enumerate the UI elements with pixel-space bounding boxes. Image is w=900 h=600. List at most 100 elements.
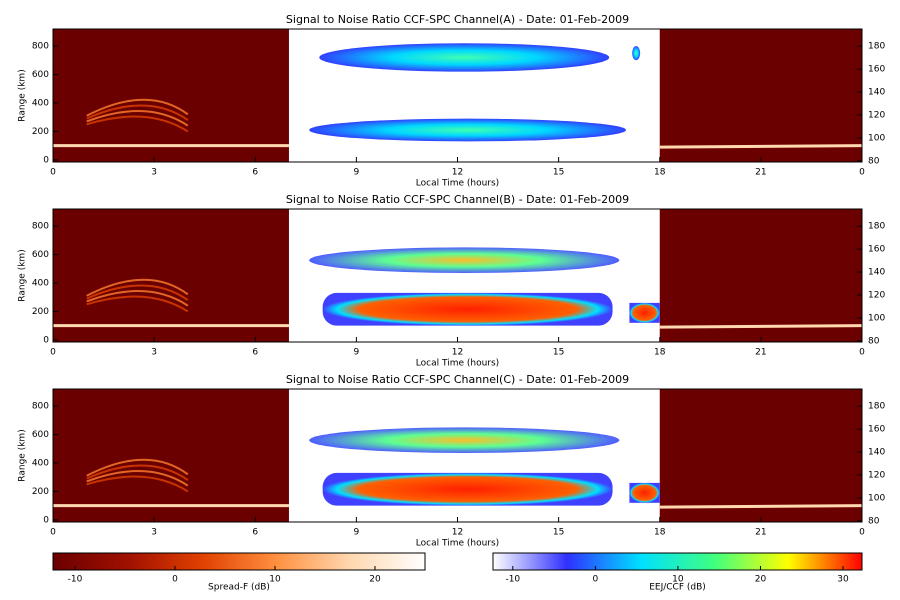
panel-title: Signal to Noise Ratio CCF-SPC Channel(A)… <box>286 13 629 26</box>
x-tick-label: 15 <box>553 168 564 178</box>
x-tick-label: 12 <box>452 168 463 178</box>
x-axis-label: Local Time (hours) <box>416 179 499 189</box>
colorbar-tick-label: -10 <box>68 575 83 585</box>
x-tick-label: 9 <box>354 168 360 178</box>
colorbar-tick-label: 0 <box>172 575 178 585</box>
spread-f-echo <box>86 290 189 307</box>
x-tick-label: 21 <box>755 168 766 178</box>
x-tick-label: 12 <box>452 348 463 358</box>
colorbar-tick-label: 10 <box>672 575 684 585</box>
x-tick-label: 12 <box>452 528 463 538</box>
y2-tick-label: 120 <box>868 110 885 120</box>
echo-region <box>309 247 620 274</box>
spread-f-echo <box>86 475 189 493</box>
x-tick-label: 0 <box>859 168 865 178</box>
colorbar-tick-label: 0 <box>592 575 598 585</box>
spread-f-echo <box>86 110 189 127</box>
y2-tick-label: 120 <box>868 470 885 480</box>
y-axis-label: Range (km) <box>18 69 28 121</box>
echo-streak <box>659 324 863 329</box>
spread-f-echo <box>86 284 189 301</box>
echo-region <box>629 482 660 503</box>
echo-region <box>309 427 620 454</box>
y2-tick-label: 180 <box>868 222 885 232</box>
y-tick-label: 800 <box>32 402 49 412</box>
night-region <box>659 389 862 522</box>
x-axis-label: Local Time (hours) <box>416 539 499 549</box>
y2-tick-label: 140 <box>868 88 885 98</box>
y2-tick-label: 160 <box>868 65 885 75</box>
y2-tick-label: 100 <box>868 493 885 503</box>
y2-tick-label: 80 <box>868 156 880 166</box>
panel-title: Signal to Noise Ratio CCF-SPC Channel(B)… <box>286 193 629 206</box>
panel: Signal to Noise Ratio CCF-SPC Channel(A)… <box>18 13 886 189</box>
x-tick-label: 3 <box>151 348 157 358</box>
x-tick-label: 18 <box>654 528 666 538</box>
echo-region <box>322 472 613 506</box>
y-tick-label: 0 <box>43 335 49 345</box>
x-tick-label: 0 <box>50 168 56 178</box>
y2-tick-label: 80 <box>868 516 880 526</box>
colorbar-label: EEJ/CCF (dB) <box>649 583 706 593</box>
y2-tick-label: 160 <box>868 425 885 435</box>
x-tick-label: 18 <box>654 348 666 358</box>
spread-f-echo <box>86 115 189 133</box>
x-tick-label: 3 <box>151 528 157 538</box>
y2-tick-label: 180 <box>868 42 885 52</box>
y-axis-label: Range (km) <box>18 429 28 481</box>
echo-region <box>322 292 613 326</box>
spread-f-echo <box>86 295 189 313</box>
night-region <box>659 29 862 162</box>
x-tick-label: 6 <box>252 348 258 358</box>
x-tick-label: 9 <box>354 528 360 538</box>
y-tick-label: 400 <box>32 458 49 468</box>
y2-tick-label: 120 <box>868 290 885 300</box>
colorbar-label: Spread-F (dB) <box>208 583 270 593</box>
panel: Signal to Noise Ratio CCF-SPC Channel(C)… <box>18 373 886 549</box>
spread-f-echo <box>86 458 189 477</box>
night-region <box>53 29 289 162</box>
echo-region <box>629 302 660 323</box>
y-tick-label: 800 <box>32 42 49 52</box>
x-tick-label: 18 <box>654 168 666 178</box>
y2-tick-label: 80 <box>868 336 880 346</box>
spread-f-echo <box>86 98 189 117</box>
x-axis-label: Local Time (hours) <box>416 359 499 369</box>
y-tick-label: 400 <box>32 98 49 108</box>
echo-streak <box>659 144 863 149</box>
x-tick-label: 0 <box>859 528 865 538</box>
colorbar-tick-label: 20 <box>369 575 381 585</box>
spread-f-echo <box>86 464 189 481</box>
y-tick-label: 200 <box>32 127 49 137</box>
x-tick-label: 15 <box>553 348 564 358</box>
spread-f-echo <box>86 104 189 121</box>
y2-tick-label: 160 <box>868 245 885 255</box>
x-tick-label: 21 <box>755 528 766 538</box>
y-tick-label: 200 <box>32 487 49 497</box>
colorbar-tick-label: 30 <box>837 575 849 585</box>
y2-tick-label: 140 <box>868 268 885 278</box>
y-tick-label: 600 <box>32 70 49 80</box>
y-axis-label: Range (km) <box>18 249 28 301</box>
y2-tick-label: 100 <box>868 133 885 143</box>
y2-tick-label: 180 <box>868 402 885 412</box>
x-tick-label: 15 <box>553 528 564 538</box>
y-tick-label: 400 <box>32 278 49 288</box>
echo-streak <box>659 504 863 509</box>
y2-tick-label: 100 <box>868 313 885 323</box>
x-tick-label: 0 <box>859 348 865 358</box>
y-tick-label: 600 <box>32 430 49 440</box>
x-tick-label: 0 <box>50 348 56 358</box>
echo-region <box>632 46 641 61</box>
y-tick-label: 0 <box>43 515 49 525</box>
y2-tick-label: 140 <box>868 448 885 458</box>
y-tick-label: 600 <box>32 250 49 260</box>
night-region <box>53 209 289 342</box>
spread-f-echo <box>86 470 189 487</box>
x-tick-label: 6 <box>252 528 258 538</box>
y-tick-label: 800 <box>32 222 49 232</box>
colorbar-tick-label: 10 <box>269 575 281 585</box>
night-region <box>659 209 862 342</box>
panel-title: Signal to Noise Ratio CCF-SPC Channel(C)… <box>286 373 629 386</box>
